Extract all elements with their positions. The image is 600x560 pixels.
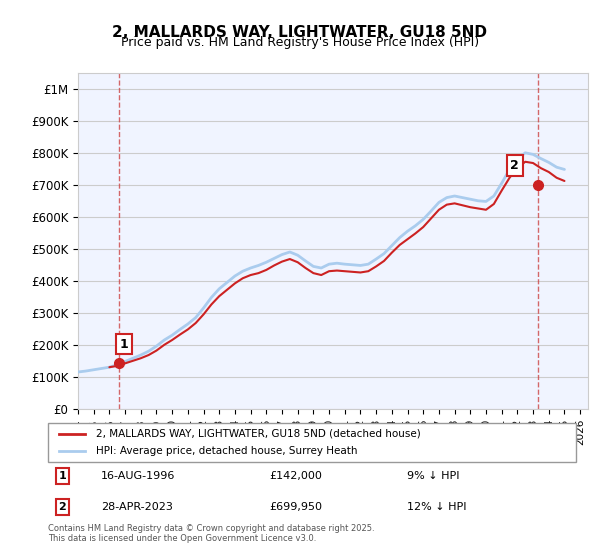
Text: 16-AUG-1996: 16-AUG-1996: [101, 471, 175, 481]
Text: Price paid vs. HM Land Registry's House Price Index (HPI): Price paid vs. HM Land Registry's House …: [121, 36, 479, 49]
Text: 2, MALLARDS WAY, LIGHTWATER, GU18 5ND (detached house): 2, MALLARDS WAY, LIGHTWATER, GU18 5ND (d…: [95, 429, 420, 439]
FancyBboxPatch shape: [48, 423, 576, 462]
Text: 9% ↓ HPI: 9% ↓ HPI: [407, 471, 460, 481]
Text: 28-APR-2023: 28-APR-2023: [101, 502, 173, 512]
Text: 12% ↓ HPI: 12% ↓ HPI: [407, 502, 467, 512]
Text: 2: 2: [59, 502, 67, 512]
Text: HPI: Average price, detached house, Surrey Heath: HPI: Average price, detached house, Surr…: [95, 446, 357, 456]
Text: 2, MALLARDS WAY, LIGHTWATER, GU18 5ND: 2, MALLARDS WAY, LIGHTWATER, GU18 5ND: [113, 25, 487, 40]
Text: 2: 2: [511, 159, 519, 172]
Text: 1: 1: [59, 471, 67, 481]
Text: Contains HM Land Registry data © Crown copyright and database right 2025.
This d: Contains HM Land Registry data © Crown c…: [48, 524, 374, 543]
Text: 1: 1: [119, 338, 128, 351]
Text: £699,950: £699,950: [270, 502, 323, 512]
Text: £142,000: £142,000: [270, 471, 323, 481]
